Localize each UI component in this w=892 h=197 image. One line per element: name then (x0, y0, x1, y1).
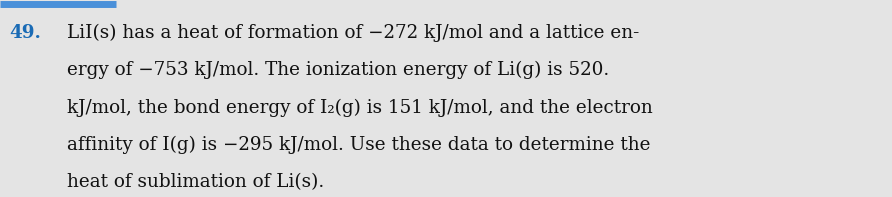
Text: ergy of −753 kJ/mol. The ionization energy of Li(g) is 520.: ergy of −753 kJ/mol. The ionization ener… (67, 61, 609, 79)
Text: 49.: 49. (9, 24, 41, 42)
Text: heat of sublimation of Li(s).: heat of sublimation of Li(s). (67, 173, 324, 191)
Text: kJ/mol, the bond energy of I₂(g) is 151 kJ/mol, and the electron: kJ/mol, the bond energy of I₂(g) is 151 … (67, 98, 653, 117)
Text: LiI(s) has a heat of formation of −272 kJ/mol and a lattice en-: LiI(s) has a heat of formation of −272 k… (67, 24, 640, 42)
Text: affinity of I(g) is −295 kJ/mol. Use these data to determine the: affinity of I(g) is −295 kJ/mol. Use the… (67, 136, 650, 154)
